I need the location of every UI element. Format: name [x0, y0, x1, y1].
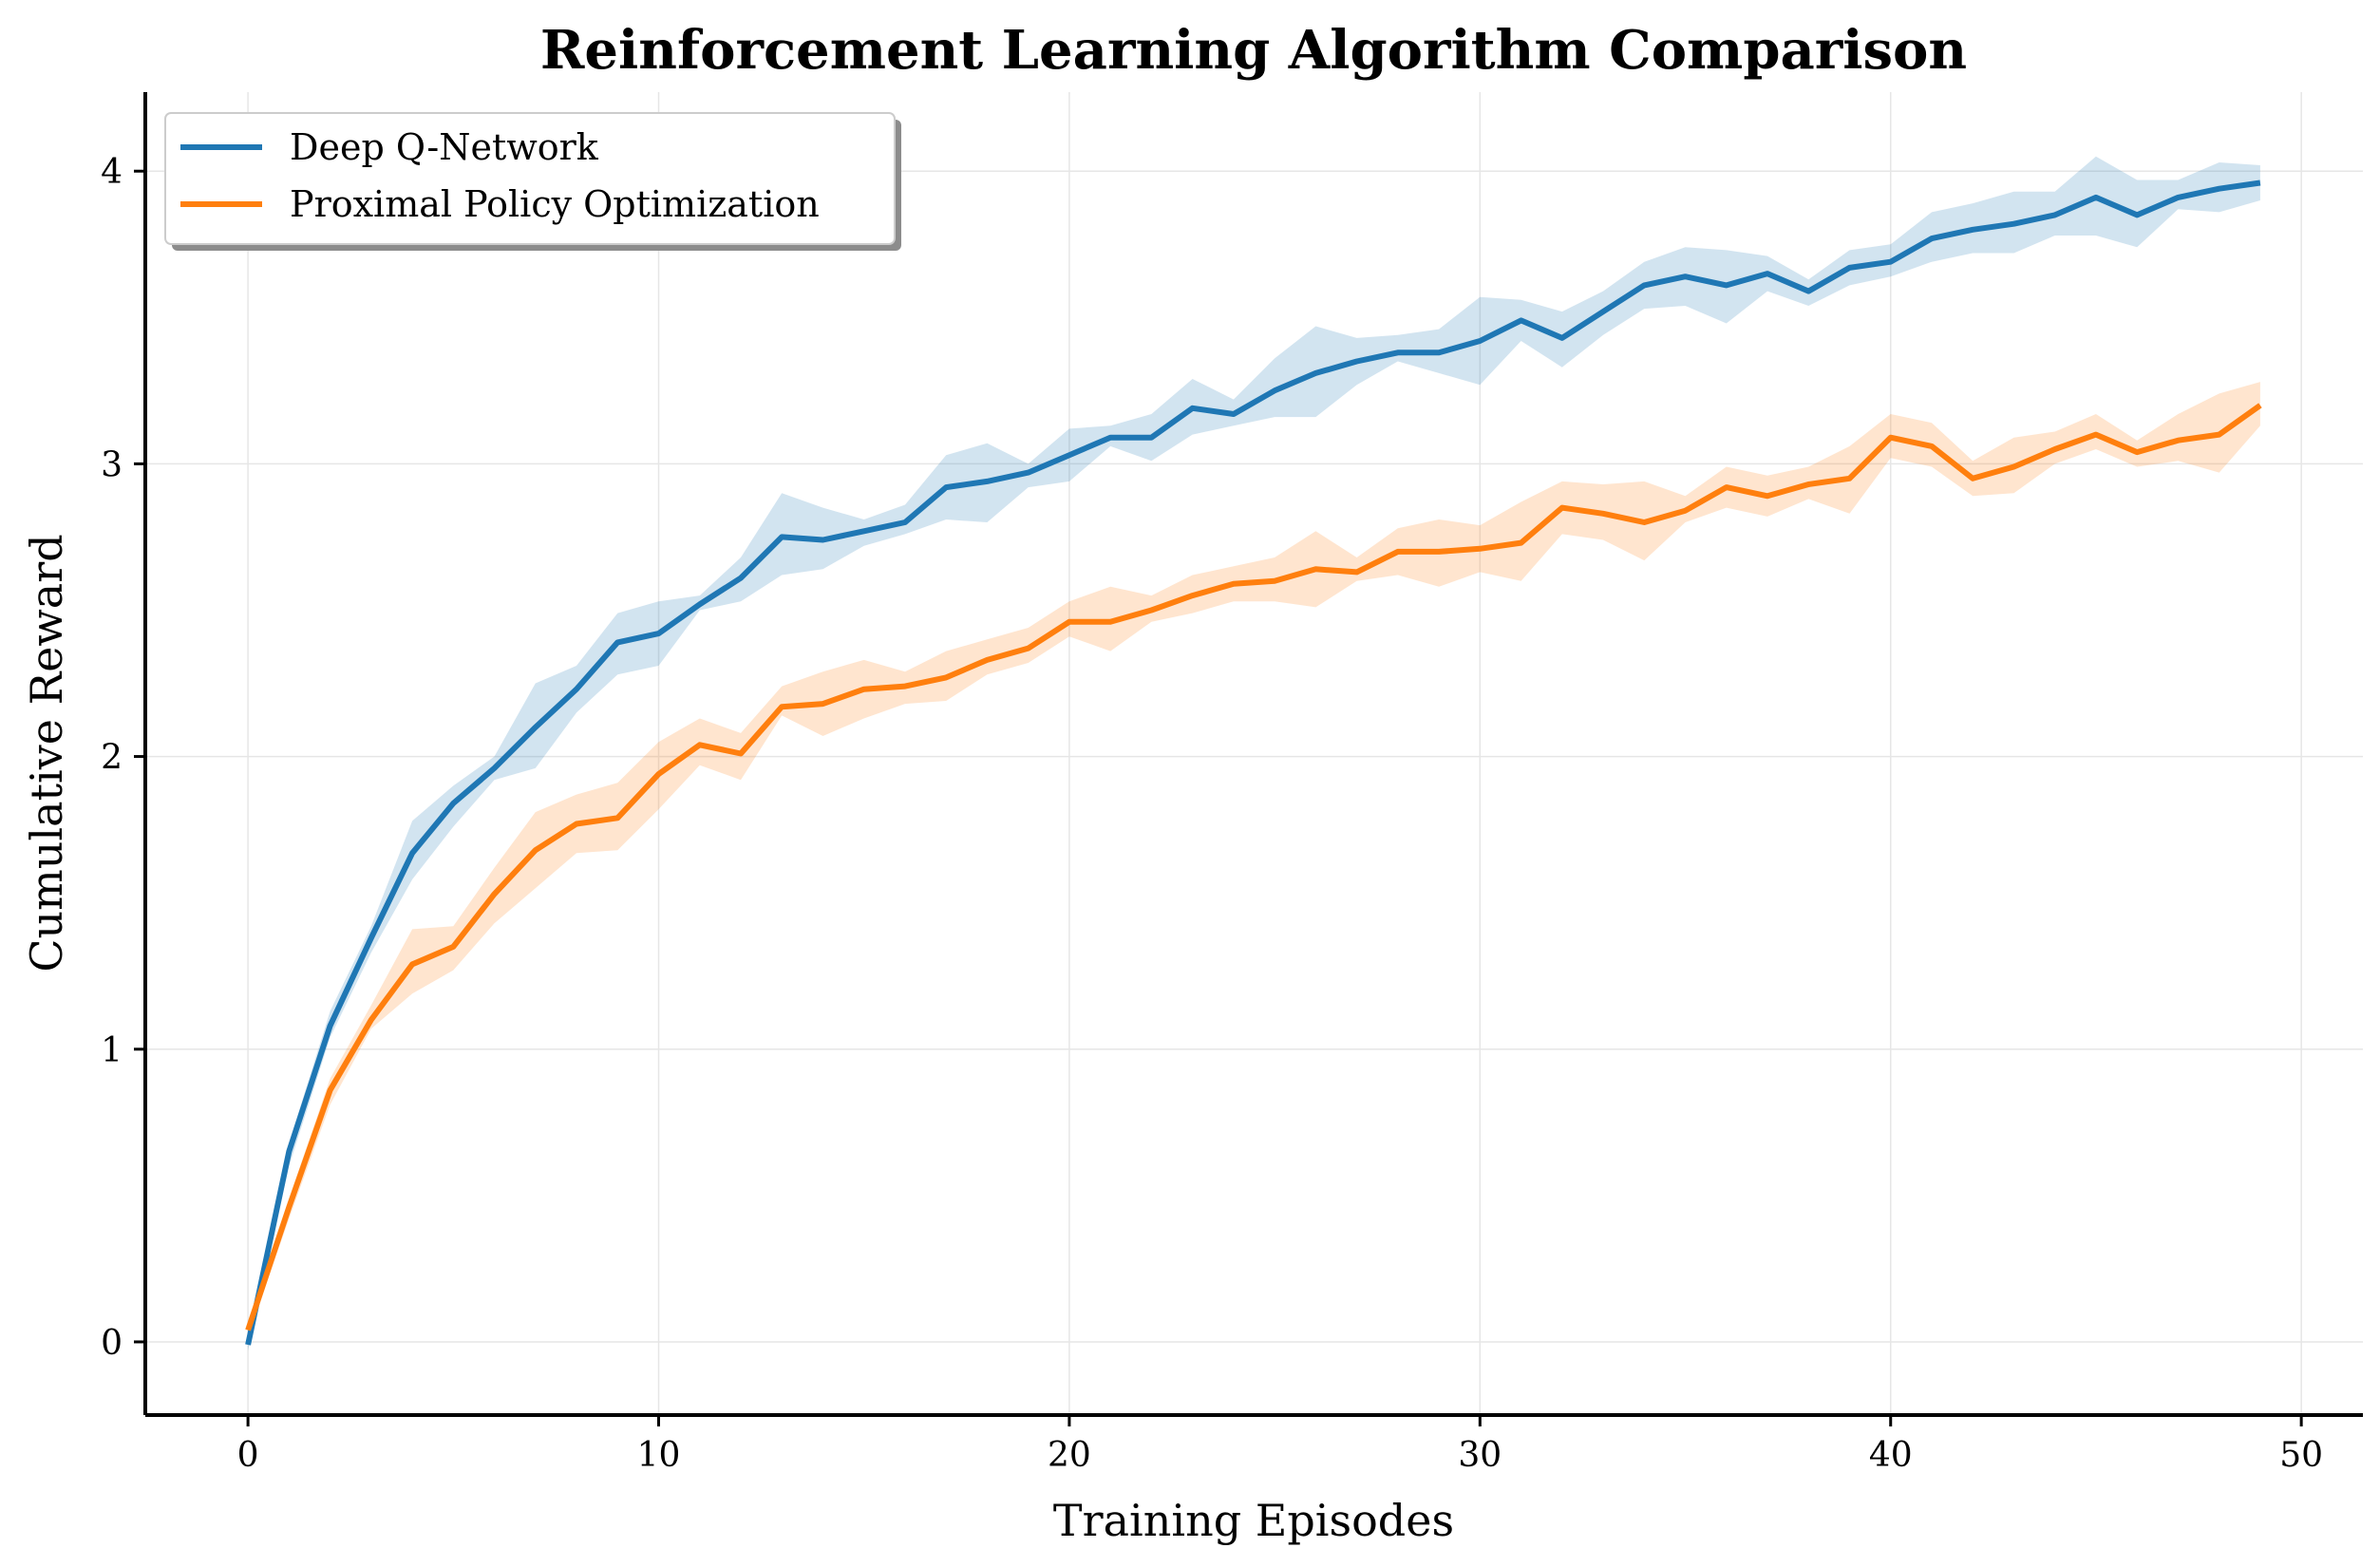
y-tick-label: 0: [101, 1324, 123, 1363]
y-tick-label: 3: [101, 445, 123, 484]
series-line-1: [245, 403, 2262, 1331]
legend: Deep Q-Network Proximal Policy Optimizat…: [164, 112, 901, 251]
x-tick-label: 50: [2279, 1436, 2323, 1475]
confidence-bands: [248, 156, 2260, 1351]
x-tick-label: 30: [1458, 1436, 1502, 1475]
confidence-band-series-0: [248, 156, 2260, 1351]
x-tick-label: 40: [1869, 1436, 1913, 1475]
x-axis-label: Training Episodes: [1053, 1495, 1454, 1546]
axes: [143, 92, 2363, 1417]
x-ticks: 0 10 20 30 40 50: [237, 1415, 2323, 1475]
y-ticks: 0 1 2 3 4: [101, 153, 145, 1363]
x-tick-label: 10: [637, 1436, 681, 1475]
y-tick-label: 4: [101, 153, 123, 192]
grid: [145, 92, 2363, 1415]
y-axis-label: Cumulative Reward: [21, 534, 72, 972]
legend-box: [164, 112, 896, 245]
legend-label-series-0: Deep Q-Network: [290, 126, 599, 168]
confidence-band-series-1: [248, 382, 2260, 1336]
x-tick-label: 20: [1048, 1436, 1091, 1475]
series-line-0: [245, 179, 2261, 1346]
x-tick-label: 0: [237, 1436, 259, 1475]
chart-title: Reinforcement Learning Algorithm Compari…: [540, 19, 1967, 82]
y-tick-label: 2: [101, 739, 123, 778]
legend-label-series-1: Proximal Policy Optimization: [290, 183, 820, 225]
y-tick-label: 1: [101, 1031, 123, 1070]
series-lines: [245, 179, 2262, 1346]
